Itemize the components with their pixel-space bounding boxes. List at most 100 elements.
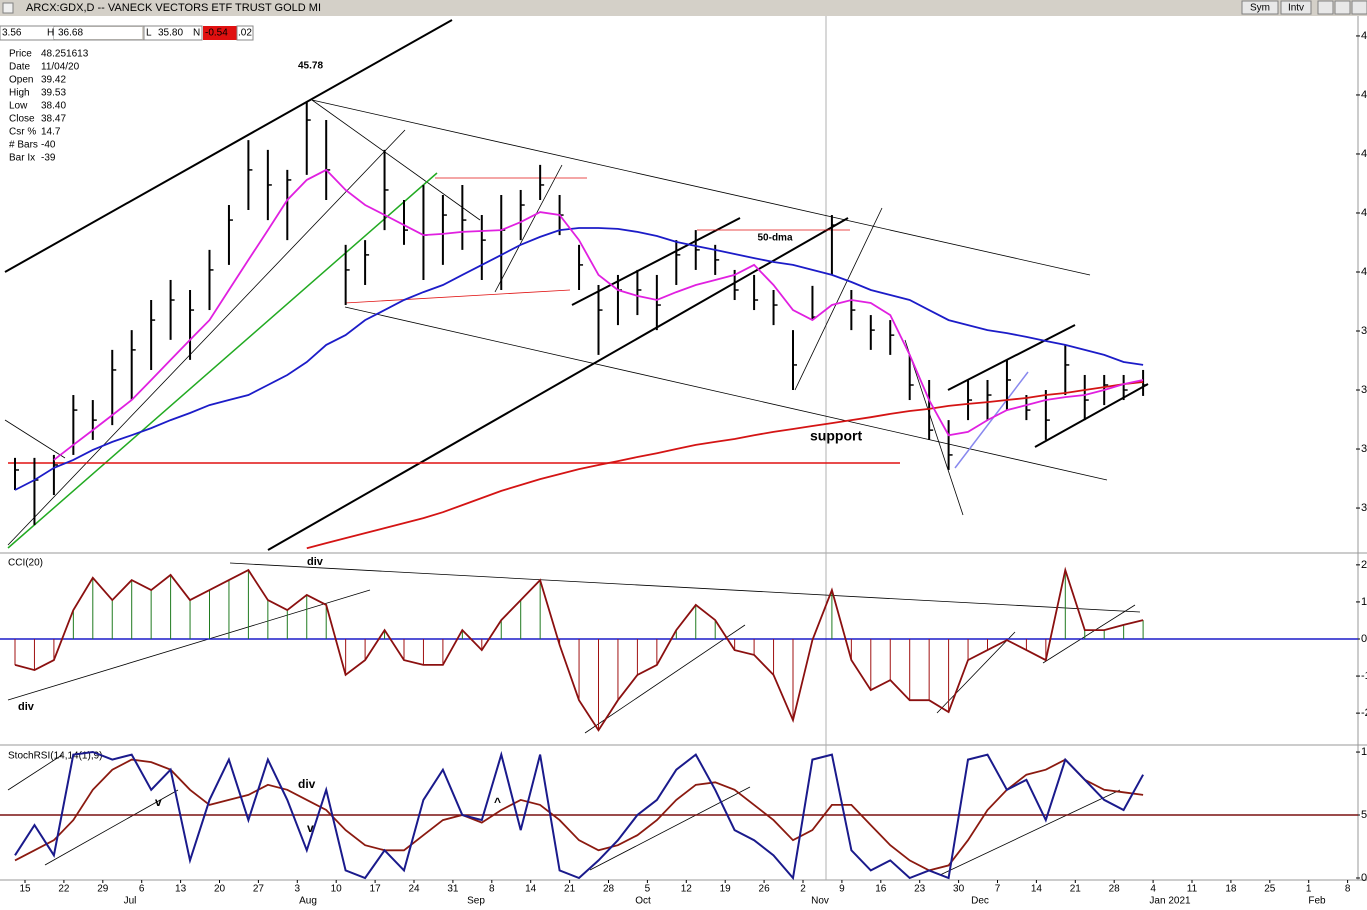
- info-label: Date: [9, 62, 31, 73]
- trendline: [229, 562, 1141, 613]
- intv-button-label[interactable]: Intv: [1288, 3, 1304, 14]
- x-tick-label: 28: [603, 884, 615, 895]
- info-label: High: [9, 88, 30, 99]
- chart-title: ARCX:GDX,D -- VANECK VECTORS ETF TRUST G…: [26, 2, 321, 14]
- maximize-button[interactable]: [1334, 0, 1351, 15]
- x-tick-label: 16: [875, 884, 887, 895]
- title-bar: [0, 0, 1367, 16]
- trendline: [936, 631, 1016, 714]
- annotation: div: [307, 556, 324, 568]
- x-tick-label: 15: [19, 884, 31, 895]
- x-tick-label: 25: [1264, 884, 1276, 895]
- x-tick-label: 28: [1109, 884, 1121, 895]
- annotation: ^: [494, 795, 501, 809]
- x-tick-label: 31: [447, 884, 459, 895]
- quote-label: L: [146, 28, 152, 39]
- trendline: [311, 99, 1091, 276]
- x-tick-label: 10: [331, 884, 343, 895]
- quote-label: H: [47, 28, 54, 39]
- x-tick-label: 12: [681, 884, 693, 895]
- month-label: Feb: [1308, 896, 1326, 907]
- y-tick-label: 34: [1361, 443, 1367, 455]
- trendline: [4, 419, 66, 459]
- x-tick-label: 8: [489, 884, 495, 895]
- x-tick-label: 8: [1345, 884, 1351, 895]
- x-tick-label: 30: [953, 884, 965, 895]
- trendline: [947, 324, 1076, 391]
- x-tick-label: 26: [759, 884, 771, 895]
- x-tick-label: 21: [564, 884, 576, 895]
- info-value: 11/04/20: [41, 62, 80, 73]
- panel-title: StochRSI(14,14(1),9): [8, 751, 103, 762]
- trendline: [939, 789, 1121, 876]
- info-label: Price: [9, 49, 32, 60]
- trendline: [494, 164, 563, 293]
- trendline: [4, 19, 453, 273]
- moving-average: [53, 168, 1144, 461]
- field-box: [54, 27, 142, 39]
- info-value: 38.47: [41, 114, 66, 125]
- month-label: Dec: [971, 896, 989, 907]
- sym-button[interactable]: [1241, 0, 1279, 15]
- month-label: Jan 2021: [1149, 896, 1191, 907]
- trendline: [311, 99, 481, 221]
- month-label: Jul: [124, 896, 137, 907]
- info-label: Open: [9, 75, 33, 86]
- x-tick-label: 24: [408, 884, 420, 895]
- panel-title: CCI(20): [8, 558, 43, 569]
- trendline: [1034, 383, 1149, 448]
- trendline: [571, 217, 741, 306]
- x-tick-label: 29: [97, 884, 109, 895]
- marks: 15 22 29 6 13 20 27 3 10 17 24 31 8 14 21 28 5 12 19 26 2 9 16…: [0, 30, 1367, 907]
- y-tick-label: 0: [1361, 633, 1367, 645]
- y-tick-label: 44: [1361, 148, 1367, 160]
- month-label: Aug: [299, 896, 317, 907]
- annotation: div: [298, 777, 316, 791]
- info-value: -39: [41, 153, 56, 164]
- x-tick-label: 14: [1031, 884, 1043, 895]
- info-panel: [5, 46, 95, 164]
- trendlines-indicators: [7, 562, 1141, 876]
- info-value: 14.7: [41, 127, 61, 138]
- y-tick-label: -200: [1361, 707, 1367, 719]
- annotation: v: [307, 821, 314, 835]
- trendline: [44, 789, 179, 866]
- x-tick-label: 4: [1150, 884, 1156, 895]
- info-label: Close: [9, 114, 35, 125]
- y-tick-label: 100: [1361, 746, 1367, 758]
- month-label: Oct: [635, 896, 651, 907]
- trendline: [589, 786, 751, 871]
- stochrsi-line: [14, 750, 1144, 881]
- change-box: [203, 26, 237, 40]
- sym-button-label[interactable]: Sym: [1250, 3, 1270, 14]
- trendline: [7, 589, 371, 701]
- x-tick-label: 3: [295, 884, 301, 895]
- trendlines-price: [4, 19, 1149, 551]
- y-tick-label: 46: [1361, 89, 1367, 101]
- info-value: 39.53: [41, 88, 66, 99]
- trendline: [794, 207, 883, 391]
- x-tick-label: 6: [139, 884, 145, 895]
- annotation: 45.78: [298, 61, 323, 72]
- info-value: 38.40: [41, 101, 66, 112]
- quote-label: N: [193, 28, 200, 39]
- series-label: 50-dma: [757, 233, 792, 244]
- quote-field: .02: [238, 28, 252, 39]
- y-tick-label: 50: [1361, 809, 1367, 821]
- x-tick-label: 11: [1187, 884, 1198, 895]
- trendline: [7, 129, 406, 546]
- minimize-button[interactable]: [1317, 0, 1334, 15]
- x-tick-label: 27: [253, 884, 265, 895]
- info-label: Low: [9, 101, 28, 112]
- intv-button[interactable]: [1280, 0, 1312, 15]
- field-box: [143, 25, 203, 41]
- close-button[interactable]: [1351, 0, 1367, 15]
- stochrsi-line: [14, 758, 1144, 872]
- moving-average: [14, 227, 1144, 491]
- info-value: -40: [41, 140, 56, 151]
- quote-field: 35.80: [158, 28, 183, 39]
- annotation: support: [810, 428, 862, 444]
- x-tick-label: 7: [995, 884, 1001, 895]
- annotation: v: [155, 795, 162, 809]
